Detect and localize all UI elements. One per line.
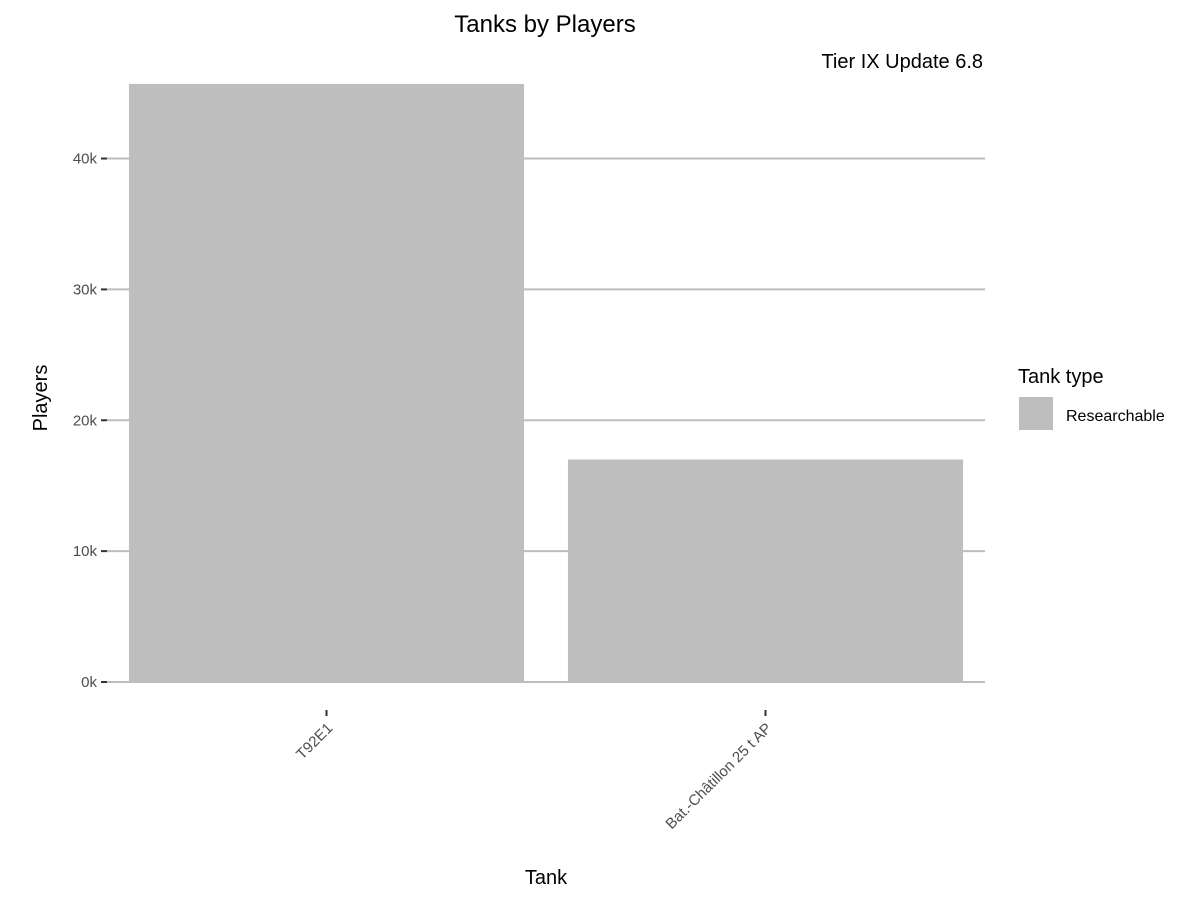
- bar: [128, 83, 525, 682]
- y-tick-label: 0k: [81, 674, 97, 691]
- y-tick-label: 30k: [73, 281, 98, 298]
- chart-subtitle: Tier IX Update 6.8: [821, 51, 983, 73]
- y-tick-label: 40k: [73, 151, 98, 168]
- legend: Tank type Researchable: [1018, 366, 1165, 430]
- chart-title: Tanks by Players: [454, 11, 635, 38]
- legend-swatch: [1019, 397, 1053, 430]
- bars: [128, 83, 964, 682]
- x-tick-label: T92E1: [293, 720, 336, 763]
- bar: [567, 459, 964, 682]
- y-axis: 0k 10k 20k 30k 40k: [73, 151, 107, 691]
- x-axis: T92E1 Bat.-Châtillon 25 t AP: [293, 710, 775, 833]
- y-tick-label: 20k: [73, 412, 98, 429]
- y-tick-label: 10k: [73, 543, 98, 560]
- x-tick-label: Bat.-Châtillon 25 t AP: [662, 720, 775, 833]
- x-axis-title: Tank: [525, 867, 568, 889]
- legend-title: Tank type: [1018, 366, 1104, 388]
- y-axis-title: Players: [30, 365, 52, 432]
- legend-label: Researchable: [1066, 408, 1165, 425]
